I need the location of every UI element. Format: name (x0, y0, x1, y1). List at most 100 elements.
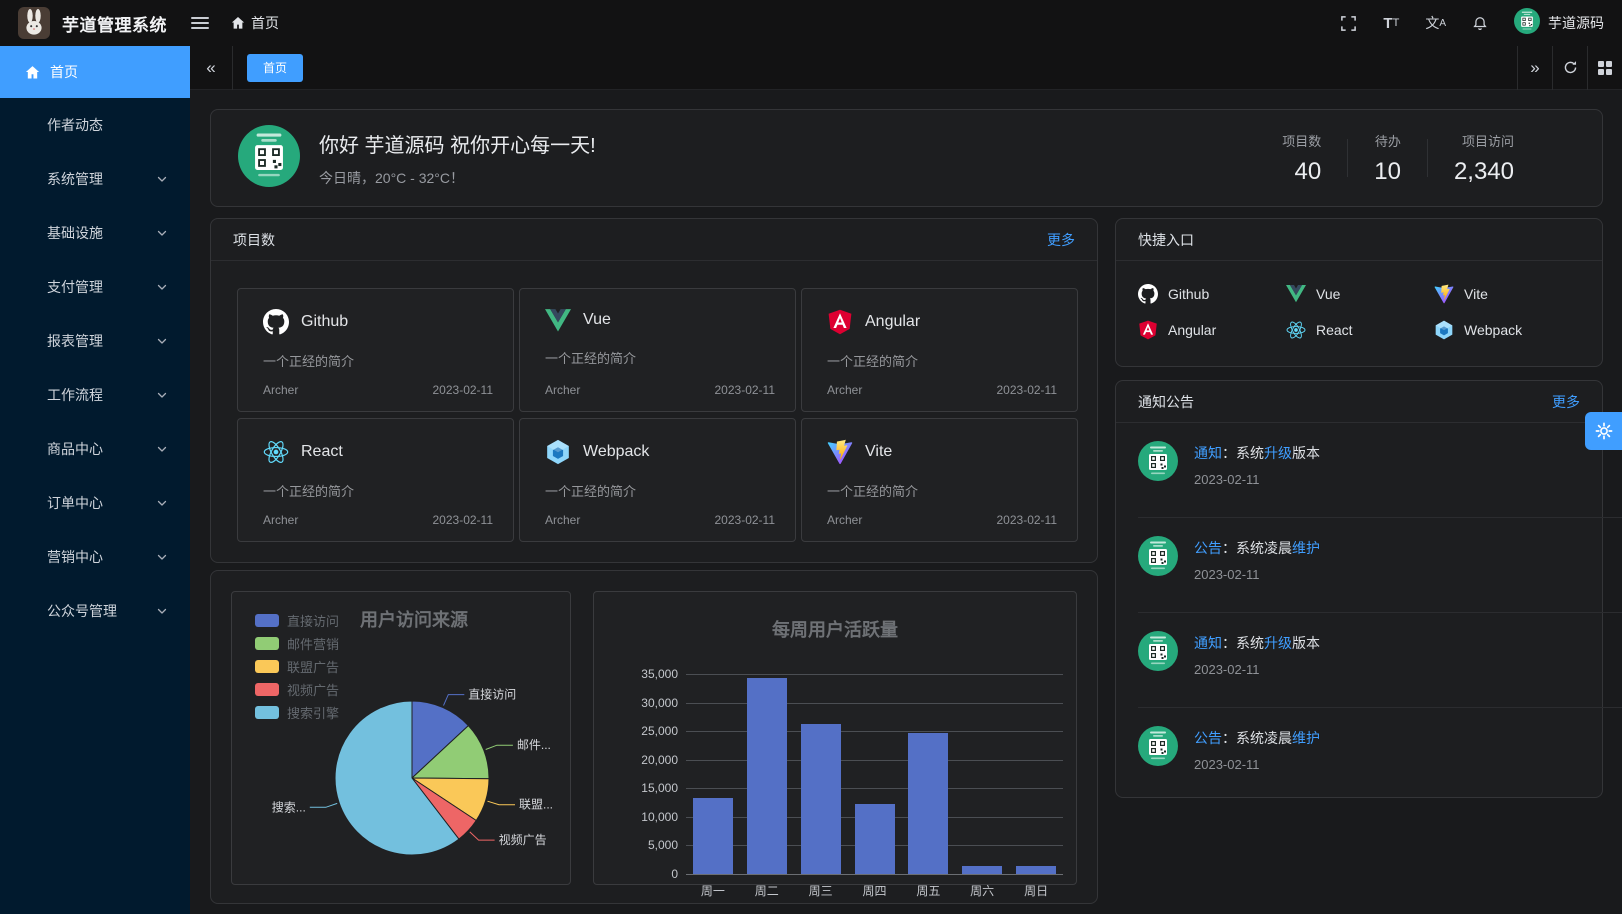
menu-collapse-icon[interactable] (191, 14, 209, 32)
projects-more-link[interactable]: 更多 (1047, 231, 1075, 248)
tabs-scroll-right-icon[interactable]: » (1517, 45, 1552, 90)
x-axis-tick: 周一 (700, 884, 725, 898)
sidebar-item-label: 订单中心 (47, 495, 103, 511)
bar[interactable] (854, 803, 895, 874)
sidebar-item[interactable]: 工作流程 (0, 368, 190, 422)
sidebar-item[interactable]: 商品中心 (0, 422, 190, 476)
project-name: Vue (583, 311, 611, 329)
shortcut-item[interactable]: Angular (1138, 317, 1286, 343)
shortcut-item[interactable]: React (1286, 317, 1434, 343)
sidebar-item[interactable]: 作者动态 (0, 98, 190, 152)
project-author: Archer (545, 513, 581, 527)
chevron-down-icon (157, 554, 167, 560)
tabs-scroll-left-icon[interactable]: « (190, 45, 233, 90)
home-icon (231, 16, 245, 30)
sidebar-item[interactable]: 营销中心 (0, 530, 190, 584)
legend-item[interactable]: 联盟广告 (255, 660, 339, 675)
chevron-down-icon (157, 338, 167, 344)
shortcut-label: Vite (1464, 286, 1488, 302)
bar[interactable] (962, 866, 1003, 874)
project-card[interactable]: Vue 一个正经的简介 Archer 2023-02-11 (519, 288, 796, 412)
fullscreen-icon[interactable] (1340, 15, 1357, 32)
notice-divider (1138, 612, 1622, 613)
x-axis-tick: 周日 (1024, 884, 1049, 898)
qr-icon (1138, 726, 1178, 766)
project-desc: 一个正经的简介 (827, 484, 919, 499)
y-axis-tick: 10,000 (641, 809, 678, 824)
project-card[interactable]: Angular 一个正经的简介 Archer 2023-02-11 (801, 288, 1078, 412)
sidebar-item[interactable]: 报表管理 (0, 314, 190, 368)
sidebar-item[interactable]: 公众号管理 (0, 584, 190, 638)
user-menu[interactable]: 芋道源码 (1514, 7, 1604, 39)
project-date: 2023-02-11 (714, 513, 776, 527)
x-axis-tick: 周六 (970, 884, 995, 898)
bar[interactable] (908, 733, 949, 874)
project-author: Archer (827, 383, 863, 397)
notice-item[interactable]: 公告：系统凌晨维护 2023-02-11 (1116, 518, 1602, 612)
tab-home[interactable]: 首页 (247, 53, 303, 82)
bar[interactable] (800, 723, 841, 874)
sidebar-item[interactable]: 订单中心 (0, 476, 190, 530)
stat-value: 2,340 (1453, 157, 1514, 185)
chevron-down-icon (157, 392, 167, 398)
notice-item[interactable]: 公告：系统凌晨维护 2023-02-11 (1116, 708, 1602, 802)
sidebar-item-home[interactable]: 首页 (0, 46, 190, 98)
breadcrumb[interactable]: 首页 (231, 13, 279, 33)
sidebar-item-label: 系统管理 (47, 171, 103, 187)
layout-grid-icon[interactable] (1587, 45, 1622, 90)
github-icon (263, 309, 289, 335)
shortcut-label: Angular (1168, 322, 1217, 338)
stat-label: 待办 (1374, 133, 1401, 149)
gridline (686, 874, 1063, 875)
projects-panel: 项目数 更多 Github 一个正经的简介 Archer 2023-02-11 Vu… (210, 218, 1098, 563)
shortcut-item[interactable]: Vue (1286, 281, 1434, 307)
y-axis-tick: 35,000 (641, 667, 678, 681)
vite-icon (827, 439, 853, 465)
legend-item[interactable]: 搜索引擎 (255, 706, 339, 721)
project-card[interactable]: React 一个正经的简介 Archer 2023-02-11 (237, 418, 514, 542)
vue-icon (545, 309, 571, 332)
shortcut-item[interactable]: Github (1138, 281, 1286, 307)
notices-more-link[interactable]: 更多 (1552, 393, 1580, 410)
bar[interactable] (692, 798, 733, 874)
notice-title: 通知：系统升级版本 (1194, 635, 1320, 651)
chevron-down-icon (157, 608, 167, 614)
bar[interactable] (746, 678, 787, 874)
bar[interactable] (1016, 866, 1057, 874)
qr-icon (1138, 536, 1178, 576)
sidebar-item[interactable]: 系统管理 (0, 152, 190, 206)
bar-chart-title: 每周用户活跃量 (772, 620, 898, 640)
shortcut-item[interactable]: Webpack (1434, 317, 1582, 343)
legend-item[interactable]: 视频广告 (255, 683, 339, 698)
notice-date: 2023-02-11 (1194, 757, 1260, 772)
shortcut-item[interactable]: Vite (1434, 281, 1582, 307)
notification-bell-icon[interactable] (1472, 15, 1488, 32)
sidebar-menu: 作者动态系统管理基础设施 支付管理 报表管理 工作流程 商品中心订单中心营销中心 公众号管… (0, 98, 190, 638)
project-card[interactable]: Vite 一个正经的简介 Archer 2023-02-11 (801, 418, 1078, 542)
y-axis-tick: 25,000 (641, 724, 678, 739)
notice-item[interactable]: 通知：系统升级版本 2023-02-11 (1116, 423, 1602, 517)
project-name: Vite (865, 443, 893, 460)
legend-item[interactable]: 直接访问 (255, 614, 339, 629)
tagsview-bar: « 首页 » (190, 45, 1622, 90)
settings-gear-button[interactable] (1585, 412, 1622, 450)
project-desc: 一个正经的简介 (827, 354, 919, 369)
legend-item[interactable]: 邮件营销 (255, 637, 340, 652)
legend-label: 邮件营销 (287, 637, 340, 652)
bar-chart-card: 每周用户活跃量 35,000 30,000 25,000 20,000 15,000 10… (593, 591, 1077, 898)
webpack-icon (1434, 320, 1454, 340)
vite-icon (1434, 284, 1454, 304)
shortcut-label: React (1316, 322, 1353, 338)
refresh-icon[interactable] (1552, 45, 1587, 90)
project-card[interactable]: Github 一个正经的简介 Archer 2023-02-11 (237, 288, 514, 412)
y-axis-tick: 30,000 (641, 695, 678, 710)
notice-item[interactable]: 通知：系统升级版本 2023-02-11 (1116, 613, 1602, 707)
project-card[interactable]: Webpack 一个正经的简介 Archer 2023-02-11 (519, 418, 796, 542)
project-date: 2023-02-11 (714, 383, 776, 397)
sidebar-item[interactable]: 支付管理 (0, 260, 190, 314)
project-date: 2023-02-11 (432, 513, 494, 527)
sidebar-item[interactable]: 基础设施 (0, 206, 190, 260)
